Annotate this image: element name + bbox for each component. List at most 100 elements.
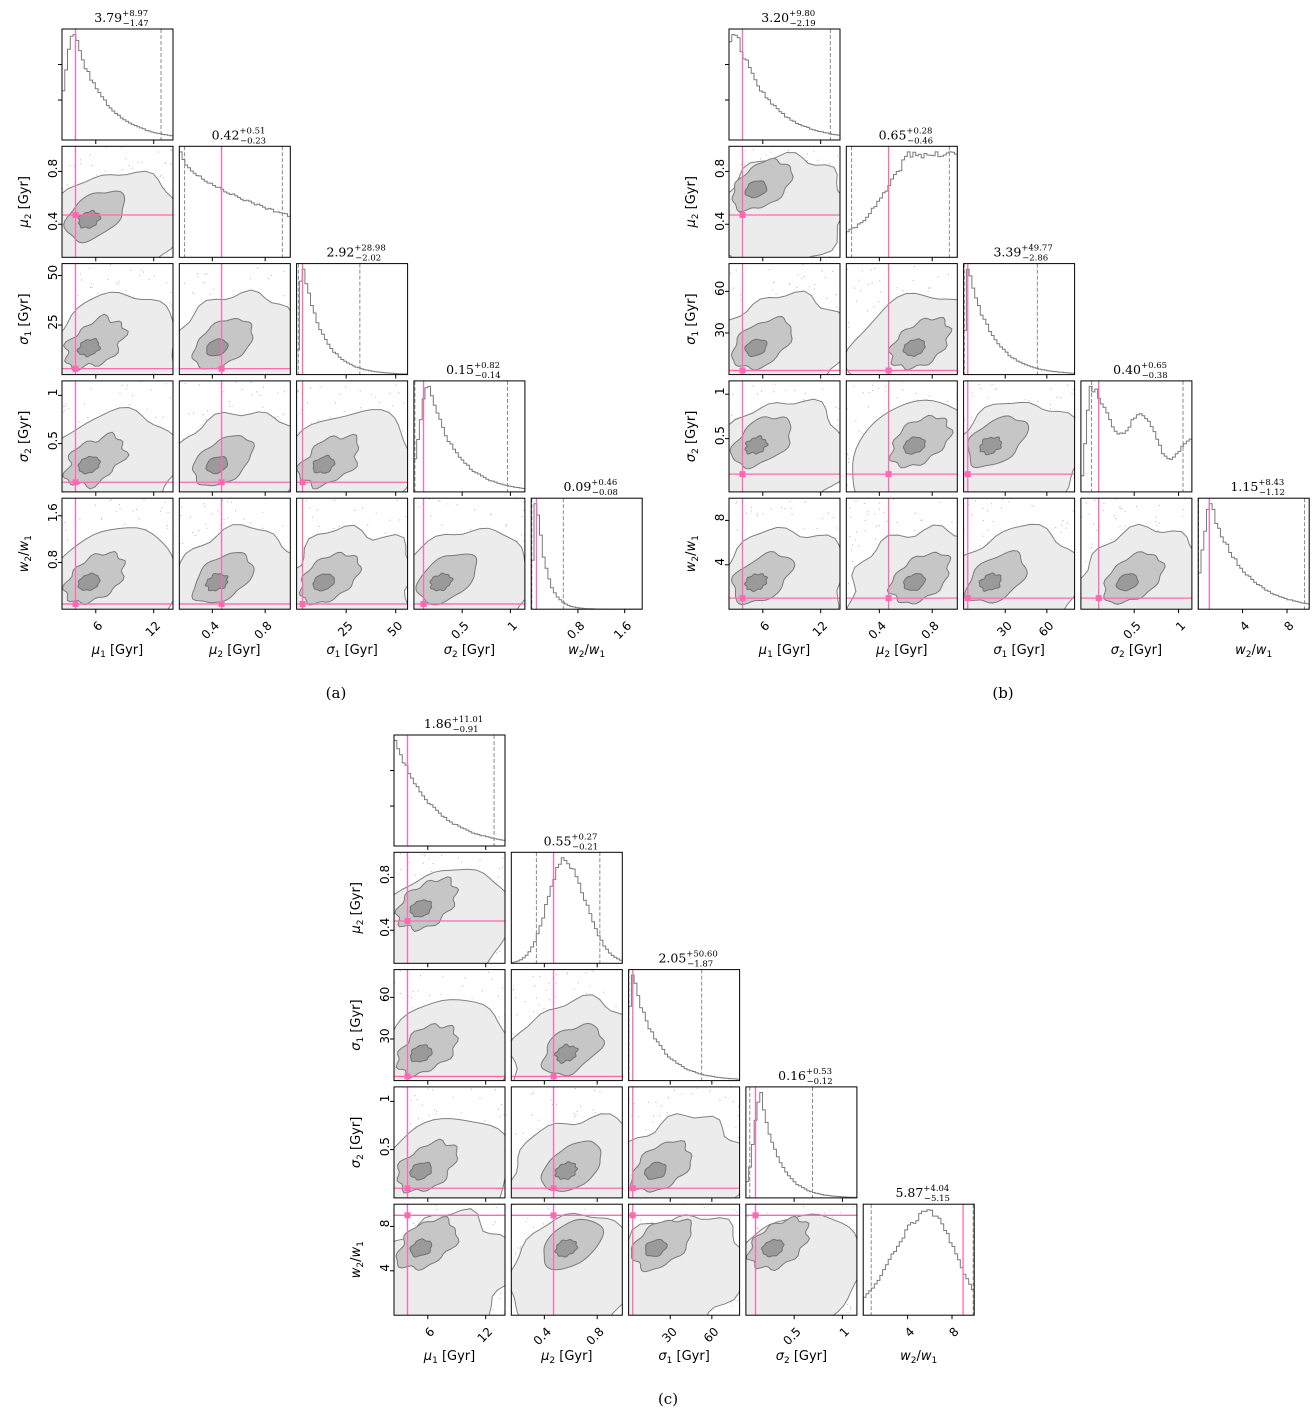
- hist-title-0: 1.86+11.01 −0.91: [424, 715, 483, 735]
- x-tick-label: 12: [475, 1325, 496, 1346]
- y-tick-label: 0.8: [378, 865, 392, 884]
- corner-panel-c: 1.86+11.01 −0.91 0.4 0.8 0.55+0.27 −0.21 μ2 [G…: [349, 715, 975, 1408]
- contour-3-1: [510, 1086, 623, 1202]
- truth-marker: [218, 600, 225, 607]
- truth-marker: [885, 471, 892, 478]
- truth-marker: [404, 1073, 411, 1080]
- axes-frame: [413, 497, 526, 610]
- y-tick-label: 0.8: [713, 159, 727, 178]
- x-tick-label: 4: [902, 1325, 917, 1340]
- y-tick-label: 0.5: [713, 426, 727, 445]
- contour-inner: [77, 572, 101, 591]
- histogram-step: [296, 268, 408, 375]
- histogram-step: [413, 385, 525, 492]
- y-tick-label: 0.5: [378, 1137, 392, 1156]
- contour-inner: [1115, 573, 1139, 592]
- panel-caption: (b): [992, 684, 1013, 702]
- contour-inner: [979, 436, 1002, 456]
- contour-inner: [744, 338, 768, 358]
- x-tick-label: 1: [505, 619, 520, 634]
- hist-title-3: 0.15+0.82 −0.14: [446, 361, 500, 381]
- truth-marker: [885, 367, 892, 374]
- y-axis-label-2: σ1 [Gyr]: [17, 293, 34, 344]
- y-tick-label: 1.6: [46, 503, 60, 522]
- y-axis-label-3: σ2 [Gyr]: [684, 411, 701, 462]
- x-axis-label-0: μ1 [Gyr]: [91, 643, 143, 660]
- contour-inner: [77, 455, 101, 475]
- contour-inner: [429, 572, 454, 592]
- contour-1-0: 0.4 0.8: [378, 851, 506, 968]
- x-tick-label: 8: [1281, 619, 1296, 634]
- axes-frame: [728, 145, 841, 258]
- truth-marker: [218, 365, 225, 372]
- truth-marker: [420, 600, 427, 607]
- axes-frame: [178, 263, 291, 376]
- histogram-step: [863, 1209, 975, 1316]
- axes-frame: [61, 497, 174, 610]
- truth-marker: [404, 1185, 411, 1192]
- truth-marker: [550, 1212, 557, 1219]
- x-tick-label: 1: [1173, 619, 1188, 634]
- histogram-2: 2.05+50.60 −1.87: [628, 950, 741, 1085]
- contour-inner: [204, 572, 229, 592]
- histogram-4: 1.15+8.43 −1.12 4 8: [1197, 478, 1310, 634]
- x-axis-label-2: σ1 [Gyr]: [326, 643, 377, 660]
- axes-frame: [61, 263, 174, 376]
- truth-marker: [72, 600, 79, 607]
- contour-inner: [553, 1043, 579, 1064]
- axes-frame: [178, 145, 291, 258]
- y-axis-label-1: μ2 [Gyr]: [17, 176, 34, 228]
- truth-marker: [739, 471, 746, 478]
- contour-inner: [554, 1238, 579, 1258]
- histogram-step: [511, 857, 623, 964]
- axes-frame: [845, 380, 958, 493]
- x-axis-label-0: μ1 [Gyr]: [423, 1349, 475, 1366]
- histogram-2: 3.39+49.77 −2.86: [963, 244, 1076, 379]
- contour-4-0: 6 12 0.8 1.6: [46, 497, 174, 639]
- hist-title-2: 2.05+50.60 −1.87: [658, 950, 717, 970]
- hist-title-0: 3.79+8.97 −1.47: [94, 9, 148, 29]
- contour-3-2: [628, 1086, 741, 1202]
- histogram-step: [729, 34, 840, 140]
- contour-inner: [409, 1044, 433, 1063]
- axes-frame: [628, 1086, 741, 1199]
- contour-4-1: 0.4 0.8: [845, 497, 958, 642]
- axes-frame: [963, 263, 1076, 376]
- y-axis-label-2: σ1 [Gyr]: [684, 293, 701, 344]
- histogram-4: 5.87+4.04 −5.15 4 8: [862, 1184, 975, 1340]
- contour-4-3: 0.5 1: [413, 497, 526, 642]
- x-tick-label: 0.5: [448, 619, 471, 642]
- axes-frame: [963, 497, 1076, 610]
- axes-frame: [296, 263, 409, 376]
- truth-marker: [218, 479, 225, 486]
- y-axis-label-4: w2/w1: [684, 535, 701, 572]
- hist-title-4: 0.09+0.46 −0.08: [563, 478, 617, 498]
- axes-frame: [728, 497, 841, 610]
- axes-frame: [413, 380, 526, 493]
- x-tick-label: 50: [385, 619, 406, 640]
- contour-4-2: 30 60: [963, 497, 1076, 639]
- contour-inner: [902, 436, 926, 455]
- y-tick-label: 8: [713, 514, 727, 522]
- contour-inner: [76, 337, 102, 358]
- axes-frame: [178, 497, 291, 610]
- axes-frame: [510, 1086, 623, 1199]
- axes-frame: [61, 380, 174, 493]
- histogram-step: [628, 974, 740, 1081]
- axes-frame: [1080, 380, 1193, 493]
- contour-3-1: [845, 380, 958, 496]
- contour-inner: [312, 454, 336, 474]
- hist-title-1: 0.55+0.27 −0.21: [544, 832, 598, 852]
- axes-frame: [1197, 497, 1310, 610]
- y-tick-label: 1: [713, 387, 727, 395]
- x-axis-label-4: w2/w1: [1235, 643, 1272, 660]
- y-tick-label: 50: [46, 265, 60, 280]
- axes-frame: [296, 497, 409, 610]
- histogram-step: [745, 1092, 857, 1198]
- histogram-2: 2.92+28.98 −2.02: [296, 244, 409, 379]
- axes-frame: [745, 1203, 858, 1316]
- x-axis-label-3: σ2 [Gyr]: [1111, 643, 1162, 660]
- axes-frame: [728, 263, 841, 376]
- axes-frame: [628, 1203, 741, 1316]
- contour-3-0: 0.51: [713, 380, 841, 496]
